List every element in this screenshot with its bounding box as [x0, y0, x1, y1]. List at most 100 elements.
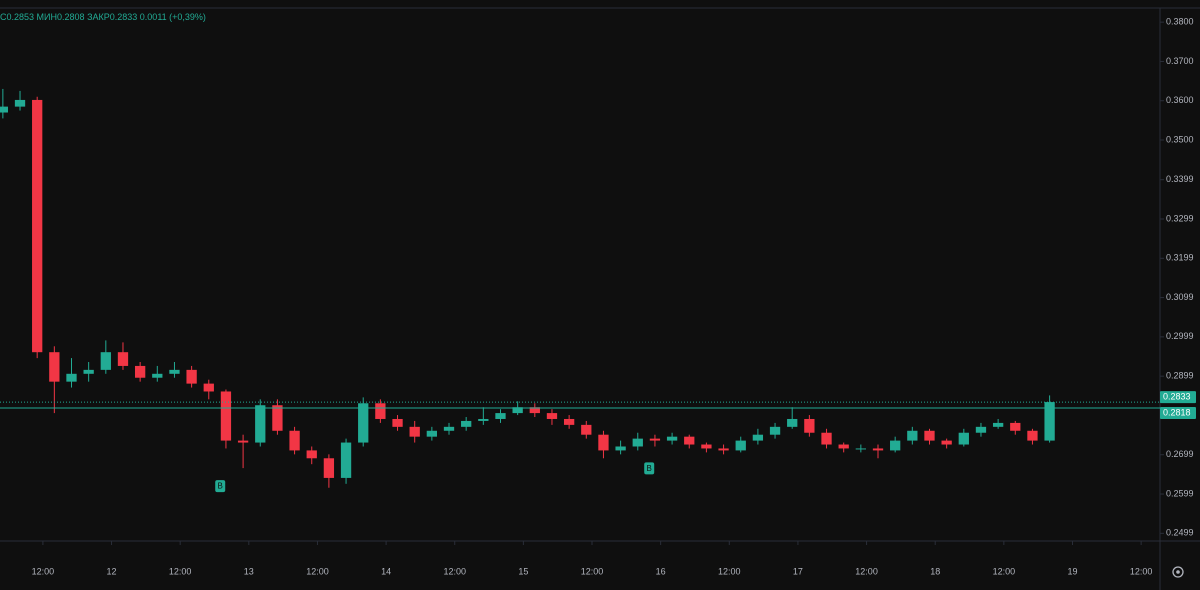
candle-body [581, 424, 592, 435]
x-tick-label: 12:00 [169, 566, 192, 576]
x-tick-label: 12:00 [1130, 566, 1153, 576]
y-tick-label: 0.3700 [1166, 56, 1194, 66]
candle-body [529, 407, 540, 414]
candle-body [83, 369, 94, 374]
y-tick-label: 0.3600 [1166, 95, 1194, 105]
x-tick-label: 14 [381, 566, 391, 576]
x-tick-label: 12:00 [855, 566, 878, 576]
candle-body [615, 446, 626, 451]
settings-icon[interactable] [1172, 566, 1184, 578]
candle-body [100, 352, 111, 370]
price-tag-label: 0.2833 [1163, 391, 1191, 401]
candle-body [546, 413, 558, 419]
ohlc-legend: С0.2853 МИН0.2808 ЗАКР0.2833 0.0011 (+0,… [0, 12, 206, 22]
candle-body [340, 442, 352, 478]
candle-body [958, 432, 969, 445]
settings-ring[interactable] [1172, 566, 1184, 578]
candle-body [735, 440, 746, 451]
candle-body [358, 403, 369, 443]
candle-body [203, 383, 214, 392]
candle-body [752, 434, 764, 441]
x-tick-label: 12:00 [32, 566, 55, 576]
x-tick-label: 12:00 [306, 566, 329, 576]
candle-body [907, 430, 918, 441]
candle-body [289, 430, 300, 451]
x-tick-label: 17 [793, 566, 803, 576]
candle-body [941, 440, 952, 445]
legend-field: 0.0011 (+0,39%) [140, 12, 206, 22]
y-tick-label: 0.2699 [1166, 449, 1194, 459]
candle-body [872, 448, 884, 451]
candle-body [1044, 402, 1055, 441]
x-tick-label: 15 [518, 566, 528, 576]
candle-body [306, 450, 317, 459]
candle-body [375, 403, 386, 419]
candle-body [649, 438, 661, 441]
x-tick-label: 18 [930, 566, 940, 576]
x-tick-label: 19 [1067, 566, 1077, 576]
candle-body [718, 448, 729, 451]
candle-body [804, 418, 815, 433]
price-tag [1160, 406, 1196, 419]
x-tick-label: 12 [107, 566, 117, 576]
legend-field: ЗАКР0.2833 [87, 12, 137, 22]
candle-body [152, 373, 163, 378]
price-tag-label: 0.2818 [1163, 407, 1191, 417]
candle-body [443, 426, 455, 431]
candle-body [49, 352, 60, 382]
candle-body [169, 369, 180, 374]
candle-body [563, 418, 575, 425]
settings-dot[interactable] [1176, 570, 1180, 574]
y-tick-label: 0.2899 [1166, 371, 1194, 381]
candle-body [598, 434, 609, 451]
y-tick-label: 0.2999 [1166, 331, 1194, 341]
candle-body [512, 407, 523, 414]
candle-body [924, 430, 935, 441]
candle-body [495, 413, 506, 419]
candle-body [478, 418, 489, 421]
candle-body [975, 426, 987, 433]
trade-marker-label: B [647, 464, 652, 473]
candle-body [0, 106, 9, 113]
legend-field: МИН0.2808 [37, 12, 85, 22]
x-tick-label: 12:00 [993, 566, 1016, 576]
candle-body [426, 430, 438, 437]
trade-marker-label: B [218, 482, 223, 491]
candle-body [838, 444, 849, 449]
candle-body [821, 432, 832, 445]
candle-body [66, 373, 77, 382]
candle-body [186, 369, 197, 384]
candle-body [632, 438, 643, 447]
candle-body [684, 436, 695, 445]
candle-body [255, 405, 266, 443]
candle-body [1010, 422, 1021, 431]
candle-body [992, 422, 1004, 427]
price-tag [1160, 391, 1196, 404]
candle-body [461, 420, 472, 427]
candle-body [890, 440, 901, 451]
candle-body [32, 99, 43, 353]
y-tick-label: 0.2499 [1166, 528, 1194, 538]
candle-body [272, 405, 283, 431]
candle-body [787, 418, 798, 427]
y-tick-label: 0.3800 [1166, 17, 1194, 27]
candle-body [323, 458, 335, 478]
candle-body [237, 440, 249, 443]
candle-body [220, 391, 232, 441]
y-tick-label: 0.3199 [1166, 253, 1194, 263]
candle-body [117, 352, 129, 366]
legend-field: С0.2853 [0, 12, 34, 22]
candle-body [392, 418, 403, 427]
x-tick-label: 13 [244, 566, 254, 576]
x-tick-label: 12:00 [443, 566, 466, 576]
y-tick-label: 0.3099 [1166, 292, 1194, 302]
y-tick-label: 0.3299 [1166, 213, 1194, 223]
x-tick-label: 12:00 [581, 566, 604, 576]
y-tick-label: 0.3500 [1166, 134, 1194, 144]
candle-body [14, 99, 26, 107]
candle-body [701, 444, 712, 449]
candle-body [769, 426, 781, 435]
